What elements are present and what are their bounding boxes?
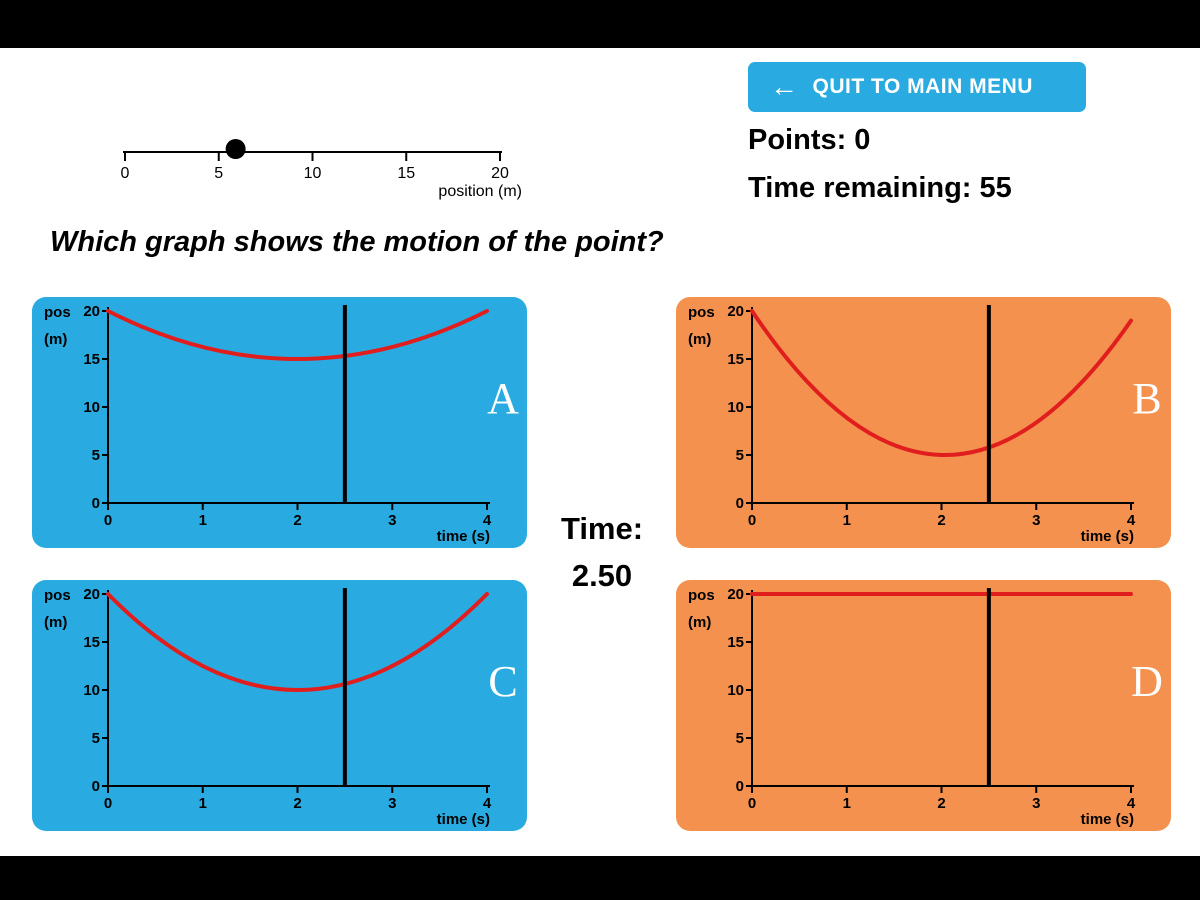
svg-text:2: 2 <box>937 512 945 529</box>
svg-text:4: 4 <box>483 795 492 812</box>
svg-text:10: 10 <box>304 165 322 182</box>
graph-panel-D[interactable]: 0 5 10 15 20 0 1 2 3 4 pos (m) time (s) D <box>676 580 1171 831</box>
svg-text:3: 3 <box>388 512 396 529</box>
points-label: Points: <box>748 124 847 156</box>
svg-text:(m): (m) <box>44 614 67 631</box>
graph-svg-A: 0 5 10 15 20 0 1 2 3 4 pos (m) time (s) A <box>44 303 519 545</box>
svg-text:10: 10 <box>727 682 744 699</box>
motion-curve-A <box>106 309 489 361</box>
svg-text:4: 4 <box>483 512 492 529</box>
time-label: Time: <box>560 511 644 546</box>
svg-text:15: 15 <box>83 351 100 368</box>
svg-text:3: 3 <box>1032 512 1040 529</box>
svg-text:15: 15 <box>727 351 744 368</box>
svg-text:20: 20 <box>491 165 509 182</box>
back-arrow-icon: ← <box>770 71 799 102</box>
motion-curve-C <box>106 592 489 692</box>
svg-text:0: 0 <box>748 795 756 812</box>
svg-text:3: 3 <box>388 795 396 812</box>
svg-text:20: 20 <box>727 586 744 603</box>
svg-text:2: 2 <box>937 795 945 812</box>
svg-text:0: 0 <box>104 795 112 812</box>
svg-text:0: 0 <box>104 512 112 529</box>
time-remaining-row: Time remaining: 55 <box>748 172 1012 205</box>
svg-text:0: 0 <box>92 778 100 795</box>
graph-label-B: B <box>1132 374 1161 423</box>
svg-text:time (s): time (s) <box>437 528 490 545</box>
graph-label-C: C <box>488 657 517 706</box>
svg-text:5: 5 <box>736 730 744 747</box>
svg-text:20: 20 <box>83 586 100 603</box>
svg-text:(m): (m) <box>688 331 711 348</box>
svg-text:pos: pos <box>44 304 71 321</box>
graph-label-D: D <box>1131 657 1163 706</box>
position-dot <box>225 139 246 159</box>
svg-text:15: 15 <box>727 634 744 651</box>
svg-text:2: 2 <box>293 512 301 529</box>
svg-text:position (m): position (m) <box>438 183 522 200</box>
svg-text:1: 1 <box>843 795 851 812</box>
graph-svg-D: 0 5 10 15 20 0 1 2 3 4 pos (m) time (s) D <box>688 586 1163 828</box>
svg-text:0: 0 <box>92 495 100 512</box>
svg-text:20: 20 <box>83 303 100 320</box>
svg-text:time (s): time (s) <box>437 811 490 828</box>
svg-text:4: 4 <box>1127 795 1136 812</box>
svg-text:(m): (m) <box>688 614 711 631</box>
svg-text:5: 5 <box>214 165 223 182</box>
svg-text:15: 15 <box>397 165 415 182</box>
points-value: 0 <box>854 124 871 156</box>
svg-text:1: 1 <box>199 512 207 529</box>
graph-panel-A[interactable]: 0 5 10 15 20 0 1 2 3 4 pos (m) time (s) A <box>32 297 527 548</box>
svg-text:20: 20 <box>727 303 744 320</box>
svg-text:1: 1 <box>843 512 851 529</box>
time-display: Time: 2.50 <box>534 506 670 599</box>
svg-text:10: 10 <box>727 399 744 416</box>
bottom-black-bar <box>0 856 1200 900</box>
svg-text:3: 3 <box>1032 795 1040 812</box>
svg-text:time (s): time (s) <box>1081 811 1134 828</box>
svg-text:0: 0 <box>736 778 744 795</box>
svg-text:5: 5 <box>92 730 100 747</box>
svg-text:2: 2 <box>293 795 301 812</box>
motion-curve-B <box>750 309 1133 457</box>
svg-text:5: 5 <box>92 447 100 464</box>
svg-text:0: 0 <box>121 165 130 182</box>
svg-text:pos: pos <box>688 304 715 321</box>
top-black-bar <box>0 0 1200 48</box>
points-row: Points: 0 <box>748 124 870 157</box>
svg-text:4: 4 <box>1127 512 1136 529</box>
time-remaining-label: Time remaining: <box>748 172 972 204</box>
svg-text:0: 0 <box>748 512 756 529</box>
graph-panel-B[interactable]: 0 5 10 15 20 0 1 2 3 4 pos (m) time (s) B <box>676 297 1171 548</box>
svg-text:(m): (m) <box>44 331 67 348</box>
svg-text:10: 10 <box>83 399 100 416</box>
quit-button-label: QUIT TO MAIN MENU <box>812 75 1033 98</box>
time-remaining-value: 55 <box>979 172 1012 204</box>
svg-text:pos: pos <box>688 587 715 604</box>
svg-text:time (s): time (s) <box>1081 528 1134 545</box>
quit-to-main-menu-button[interactable]: ← QUIT TO MAIN MENU <box>748 62 1086 112</box>
position-number-line: 0 5 10 15 20 position (m) <box>110 128 540 203</box>
svg-text:pos: pos <box>44 587 71 604</box>
content-area: ← QUIT TO MAIN MENU Points: 0 Time remai… <box>0 48 1200 856</box>
time-value: 2.50 <box>571 557 633 593</box>
svg-text:10: 10 <box>83 682 100 699</box>
graph-panel-C[interactable]: 0 5 10 15 20 0 1 2 3 4 pos (m) time (s) C <box>32 580 527 831</box>
graph-label-A: A <box>487 374 519 423</box>
graph-svg-B: 0 5 10 15 20 0 1 2 3 4 pos (m) time (s) B <box>688 303 1162 545</box>
svg-text:15: 15 <box>83 634 100 651</box>
svg-text:1: 1 <box>199 795 207 812</box>
graphs-layer: 0 5 10 15 20 0 1 2 3 4 pos (m) time (s) A 0 5 10 15 20 0 1 2 3… <box>0 48 1200 856</box>
svg-text:5: 5 <box>736 447 744 464</box>
graph-svg-C: 0 5 10 15 20 0 1 2 3 4 pos (m) time (s) C <box>44 586 518 828</box>
svg-text:0: 0 <box>736 495 744 512</box>
question-text: Which graph shows the motion of the poin… <box>50 226 664 258</box>
